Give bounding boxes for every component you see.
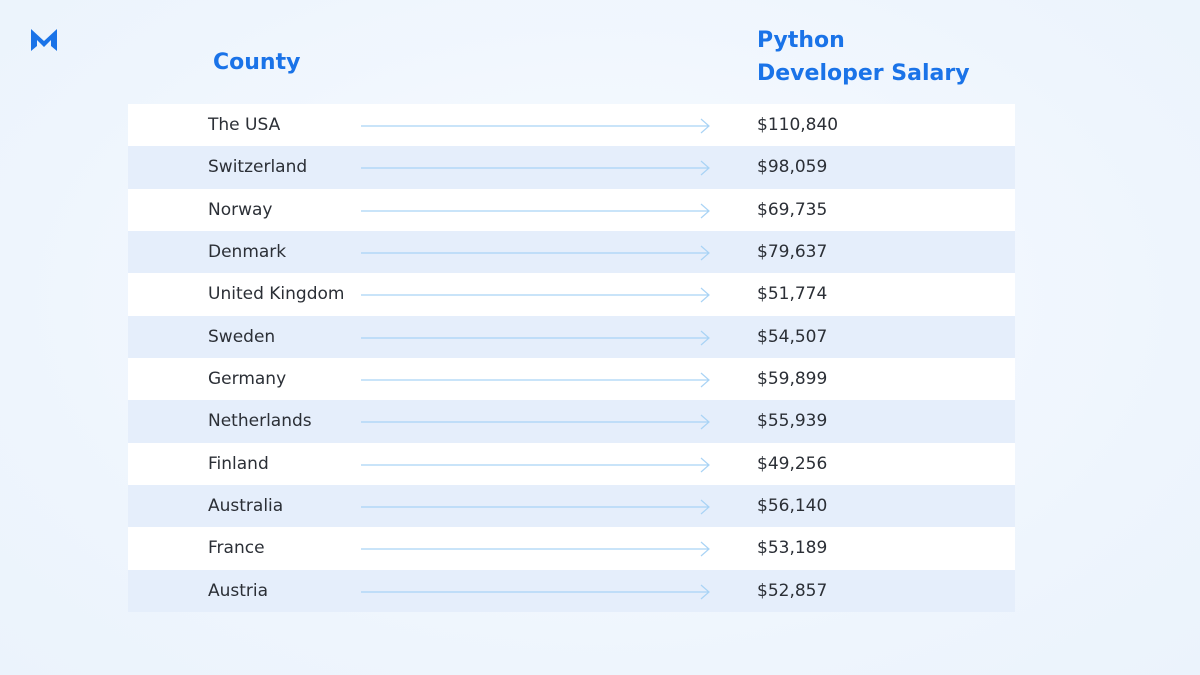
arrow (361, 457, 710, 473)
column-header: County (213, 50, 301, 75)
table-row: Denmark $79,637 (128, 230, 1015, 274)
arrow (361, 118, 710, 134)
arrow (361, 541, 710, 557)
salary: $59,899 (757, 368, 828, 389)
salary: $53,189 (757, 538, 828, 559)
country: Denmark (208, 241, 287, 262)
salary: $98,059 (757, 157, 828, 178)
country: Sweden (208, 326, 276, 347)
arrow (361, 160, 710, 176)
country: The USA (208, 115, 281, 135)
country: Australia (208, 495, 284, 516)
logo (31, 29, 57, 51)
table-row: Australia $56,140 (128, 484, 1015, 528)
salary: $49,256 (757, 453, 828, 474)
salary: $69,735 (757, 199, 828, 220)
table-row: Switzerland $98,059 (128, 146, 1015, 189)
table-row: Austria $52,857 (128, 569, 1015, 612)
table-row: Norway $69,735 (128, 188, 1015, 231)
arrow (361, 287, 710, 303)
table-row: United Kingdom $51,774 (128, 273, 1015, 316)
table-row: Netherlands $55,939 (128, 400, 1015, 443)
country: Switzerland (208, 157, 308, 178)
table-row: France $53,189 (128, 527, 1015, 570)
salary: $110,840 (757, 115, 839, 135)
country: France (208, 538, 265, 559)
country: Finland (208, 453, 269, 474)
country: Austria (208, 580, 269, 601)
arrow (361, 203, 710, 219)
table-row: The USA $110,840 (128, 104, 1015, 147)
arrow (361, 330, 710, 346)
arrow (361, 499, 710, 515)
table-row: Finland $49,256 (128, 442, 1015, 485)
salary: $52,857 (757, 580, 828, 601)
salary: $54,507 (757, 326, 828, 347)
arrow (361, 245, 710, 261)
table-row: Sweden $54,507 (128, 315, 1015, 358)
country: United Kingdom (208, 284, 345, 305)
table-body: The USA $110,840 Switzerland $98,059 Norway $… (128, 104, 1015, 612)
arrow (361, 584, 710, 600)
country: Germany (208, 368, 287, 389)
salary: $79,637 (757, 241, 828, 262)
column-header: Python Developer Salary (757, 28, 970, 86)
arrow (361, 372, 710, 388)
table-row: Germany $59,899 (128, 357, 1015, 401)
country: Netherlands (208, 411, 312, 432)
salary: $55,939 (757, 411, 828, 432)
salary: $56,140 (757, 495, 828, 516)
country: Norway (208, 199, 273, 220)
salary: $51,774 (757, 284, 828, 305)
arrow (361, 414, 710, 430)
